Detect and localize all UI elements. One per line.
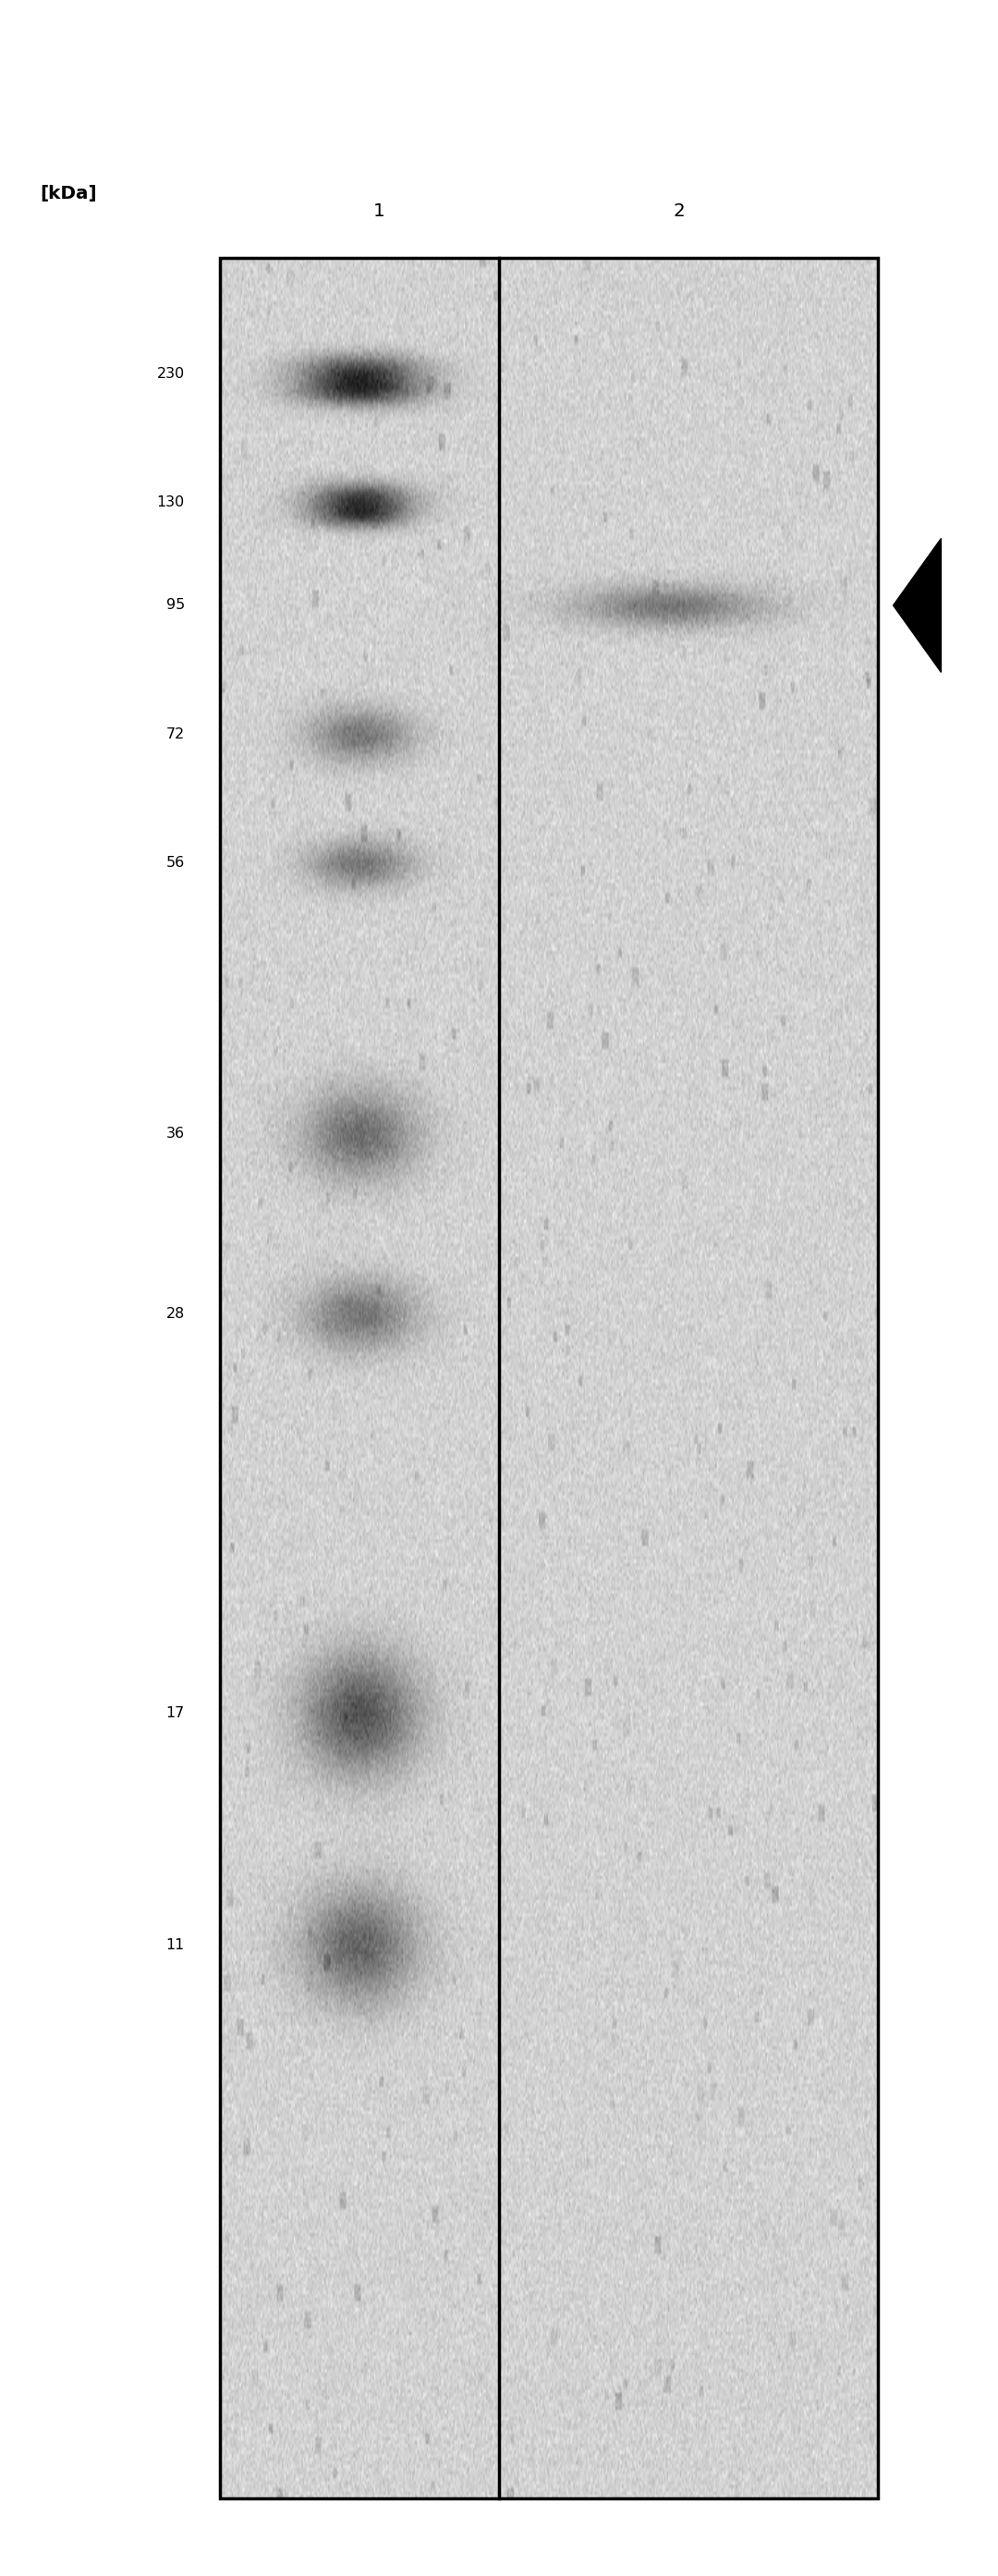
Bar — [220, 258, 878, 2499]
Text: 11: 11 — [166, 1937, 185, 1953]
Text: [kDa]: [kDa] — [40, 185, 97, 201]
Text: 17: 17 — [166, 1705, 185, 1721]
Text: 56: 56 — [166, 855, 185, 871]
Text: 1: 1 — [373, 204, 385, 219]
Text: 28: 28 — [166, 1306, 185, 1321]
Text: 230: 230 — [157, 366, 185, 381]
Text: 2: 2 — [673, 204, 685, 219]
Text: 130: 130 — [157, 495, 185, 510]
Text: 36: 36 — [166, 1126, 185, 1141]
Polygon shape — [893, 538, 941, 672]
Text: 72: 72 — [166, 726, 185, 742]
Text: 95: 95 — [166, 598, 185, 613]
